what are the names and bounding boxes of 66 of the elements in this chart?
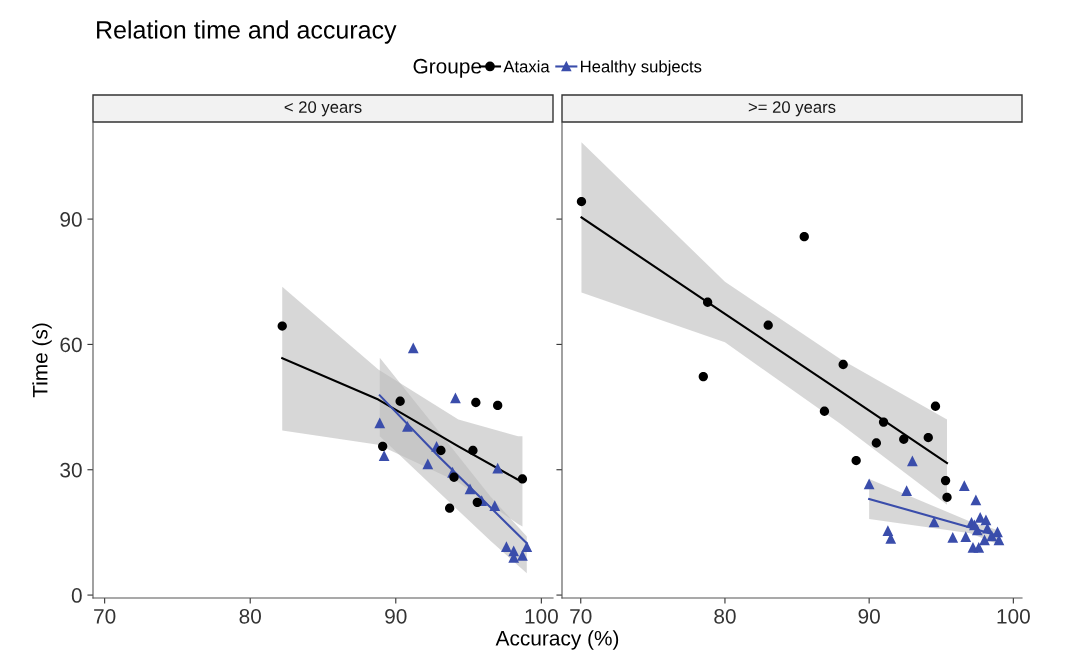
x-tick-label: 80 — [239, 608, 261, 624]
point — [378, 450, 390, 461]
point — [942, 492, 952, 502]
y-axis-title: Time (s) — [32, 323, 52, 398]
legend-label: Healthy subjects — [581, 60, 702, 76]
point — [799, 231, 809, 242]
point — [492, 462, 504, 474]
point — [472, 497, 482, 507]
point — [702, 297, 713, 307]
chart-subtitle: >= 20 years — [748, 101, 836, 117]
legend-label: Ataxia — [503, 60, 550, 73]
point — [947, 532, 959, 543]
point — [576, 196, 587, 207]
point — [899, 434, 909, 444]
point — [501, 541, 512, 552]
point — [930, 401, 941, 411]
point — [402, 420, 413, 432]
point — [940, 475, 951, 486]
x-tick-label: 70 — [94, 608, 116, 624]
x-tick-label: 100 — [525, 608, 558, 624]
x-tick-label: 90 — [858, 608, 880, 624]
point — [422, 458, 434, 470]
point — [698, 371, 708, 382]
y-tick-label: 90 — [60, 212, 82, 227]
point — [436, 445, 446, 456]
point — [378, 441, 388, 452]
point — [901, 485, 913, 497]
point — [863, 478, 875, 490]
legend-title: Groupe — [413, 58, 482, 78]
point — [960, 531, 972, 542]
point — [871, 438, 882, 448]
point — [819, 406, 830, 416]
point — [973, 542, 985, 553]
y-tick-label: 30 — [60, 462, 82, 478]
point — [468, 445, 478, 456]
point — [517, 474, 528, 484]
point — [958, 480, 970, 491]
y-tick-label: 60 — [60, 337, 82, 353]
point — [851, 455, 861, 466]
point — [489, 500, 501, 512]
x-tick-label: 70 — [570, 608, 592, 624]
point — [970, 494, 982, 506]
point — [923, 432, 933, 443]
point — [521, 541, 533, 552]
y-tick-label: 0 — [71, 588, 82, 603]
point — [517, 550, 528, 561]
point — [838, 359, 848, 370]
point — [395, 396, 405, 406]
point — [374, 417, 386, 429]
point — [878, 417, 889, 427]
point — [493, 400, 503, 411]
chart-title: Relation time and accuracy — [97, 20, 397, 44]
point — [444, 503, 455, 513]
point — [449, 472, 459, 482]
chart-subtitle: < 20 years — [284, 101, 362, 117]
point — [450, 392, 461, 404]
x-tick-label: 100 — [997, 608, 1030, 624]
point — [980, 514, 992, 526]
point — [407, 342, 419, 354]
x-axis-title: Accuracy (%) — [495, 630, 619, 650]
point — [471, 397, 481, 408]
x-tick-label: 80 — [714, 608, 736, 624]
point — [763, 320, 773, 330]
point — [277, 321, 287, 331]
point — [907, 455, 918, 467]
x-tick-label: 90 — [385, 608, 407, 624]
